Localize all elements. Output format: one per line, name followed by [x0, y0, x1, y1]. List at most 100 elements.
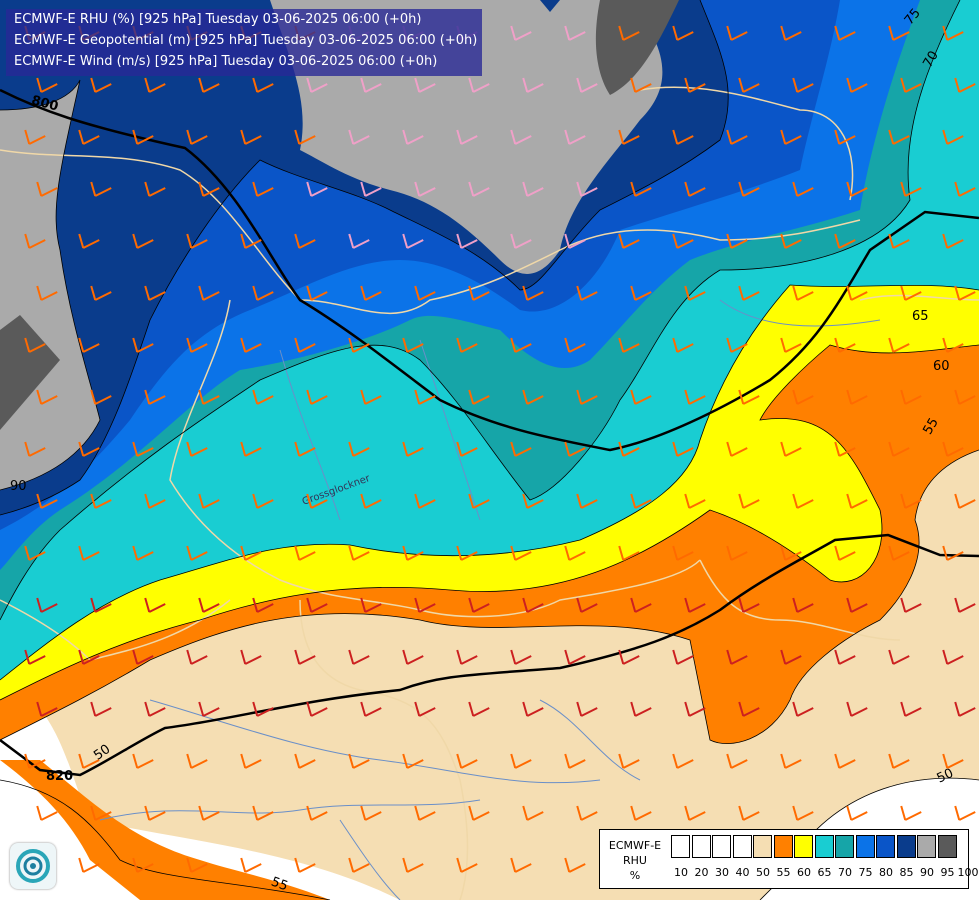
wind-barb: [522, 701, 544, 717]
wind-barb: [618, 545, 640, 561]
wind-barb: [144, 181, 166, 197]
rh-contour-label: 90: [10, 479, 27, 494]
wind-barb: [240, 753, 262, 769]
header-line-geopotential: ECMWF-E Geopotential (m) [925 hPa] Tuesd…: [14, 33, 478, 48]
wind-barb: [672, 753, 694, 769]
legend-swatch: [794, 835, 813, 858]
header-line-rhu: ECMWF-E RHU (%) [925 hPa] Tuesday 03-06-…: [14, 12, 422, 27]
wind-barb: [252, 493, 274, 509]
legend-title-unit: %: [629, 869, 641, 882]
wind-barb: [522, 285, 544, 301]
legend-tick-label: 70: [838, 866, 852, 879]
wind-barb: [306, 77, 328, 93]
wind-barb: [360, 597, 382, 613]
wind-barb: [198, 77, 220, 93]
wind-barb: [630, 285, 652, 301]
wind-barb: [900, 77, 922, 93]
geopotential-isoline-800: [0, 88, 979, 452]
wind-barb: [846, 181, 868, 197]
wind-barb: [846, 285, 868, 301]
wind-barb: [954, 493, 976, 509]
legend-tick-label: 50: [756, 866, 770, 879]
wind-barb: [672, 233, 694, 249]
wind-barb: [576, 597, 598, 613]
wind-barb: [294, 233, 316, 249]
wind-barb: [360, 181, 382, 197]
wind-barb: [252, 805, 274, 821]
wind-barb: [24, 441, 46, 457]
legend-title-model: ECMWF-E: [608, 839, 662, 852]
legend-tick-label: 90: [920, 866, 934, 879]
wind-barb: [24, 649, 46, 665]
wind-barb: [834, 129, 856, 145]
legend-swatch: [876, 835, 895, 858]
wind-barb: [900, 493, 922, 509]
legend-tick-label: 60: [797, 866, 811, 879]
wind-barb: [144, 493, 166, 509]
wind-barb: [684, 805, 706, 821]
wind-barb: [900, 701, 922, 717]
wind-barb: [900, 597, 922, 613]
wind-barb: [348, 753, 370, 769]
wind-barb: [144, 285, 166, 301]
wind-barb: [36, 389, 58, 405]
wind-barb: [252, 77, 274, 93]
wind-barb: [360, 389, 382, 405]
wind-barb: [522, 805, 544, 821]
rh-band-90: [0, 0, 663, 274]
wind-barb: [468, 285, 490, 301]
wind-barb: [726, 129, 748, 145]
legend-tick-label: 100: [957, 866, 979, 879]
wind-barb: [834, 545, 856, 561]
legend-swatch: [691, 835, 711, 858]
wind-barb: [684, 493, 706, 509]
wind-barb: [672, 337, 694, 353]
legend-swatch: [917, 835, 936, 858]
wind-barb: [414, 285, 436, 301]
wind-barb: [510, 753, 532, 769]
wind-barb: [888, 545, 910, 561]
wind-barb: [684, 285, 706, 301]
wind-barb: [36, 77, 58, 93]
wind-barb: [198, 701, 220, 717]
wind-barb: [564, 233, 586, 249]
legend-swatch: [855, 835, 875, 858]
wind-barb: [780, 441, 802, 457]
wind-barb: [24, 129, 46, 145]
wind-barb: [294, 753, 316, 769]
wind-barb: [780, 545, 802, 561]
wind-barb: [294, 857, 316, 873]
wind-barb: [24, 753, 46, 769]
wind-barb: [522, 597, 544, 613]
wind-barb: [360, 701, 382, 717]
wind-barb: [630, 389, 652, 405]
wind-barb: [24, 545, 46, 561]
wind-barb: [846, 597, 868, 613]
wind-barb: [846, 389, 868, 405]
wind-barb: [780, 649, 802, 665]
wind-barb: [240, 441, 262, 457]
legend-tick-label: 10: [674, 866, 688, 879]
wind-barb: [306, 181, 328, 197]
wind-barb: [726, 649, 748, 665]
wind-barb: [672, 649, 694, 665]
wind-barb: [954, 77, 976, 93]
wind-barb: [834, 649, 856, 665]
wind-barb: [468, 701, 490, 717]
wind-barb: [684, 597, 706, 613]
wind-barb: [90, 285, 112, 301]
wind-barb: [252, 701, 274, 717]
wind-barb: [942, 25, 964, 41]
wind-barb: [252, 597, 274, 613]
wind-barb: [468, 77, 490, 93]
legend-tick-label: 75: [858, 866, 873, 879]
geopotential-label: 800: [30, 93, 60, 115]
wind-barb: [132, 337, 154, 353]
wind-barb: [456, 233, 478, 249]
wind-barb: [186, 649, 208, 665]
wind-barb: [456, 545, 478, 561]
wind-barb: [942, 129, 964, 145]
wind-barb: [564, 753, 586, 769]
wind-barb: [468, 805, 490, 821]
